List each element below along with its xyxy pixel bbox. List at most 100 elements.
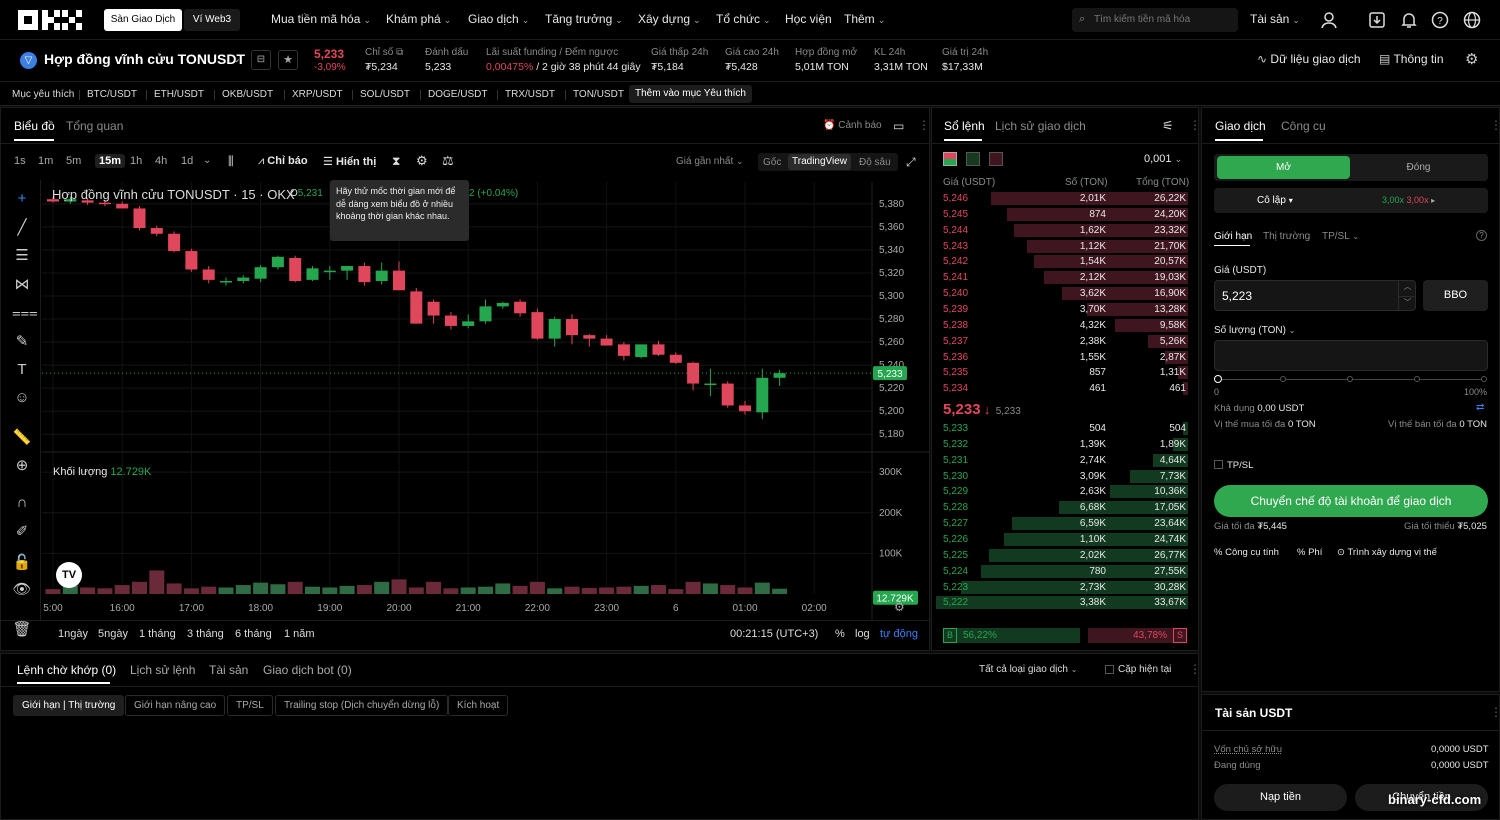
crosshair-icon[interactable]: + [17,190,27,207]
bid-row[interactable]: 5,230 3,09K 7,73K [936,469,1188,484]
eye-icon[interactable]: 👁 [12,581,32,598]
candlestick-chart[interactable]: 5,380 5,360 5,340 5,320 5,300 5,280 5,260 5,240… [42,182,930,620]
timeframe-1m[interactable]: 1m [38,155,54,167]
order-filter-chip[interactable]: Trailing stop (Dịch chuyển dừng lỗ) [275,695,449,716]
log-toggle[interactable]: log [855,628,870,640]
favorite-pair[interactable]: SOL/USDT [360,89,411,100]
ask-row[interactable]: 5,245 874 24,20K [936,207,1188,222]
tab-chart[interactable]: Biểu đồ [14,119,55,133]
range-5[interactable]: 1 năm [284,628,315,640]
view-original[interactable]: Gốc [763,157,782,168]
ask-row[interactable]: 5,246 2,01K 26,22K [936,191,1188,206]
compare-scale-icon[interactable]: ⚖ [442,153,454,168]
price-down-icon[interactable]: ﹀ [1398,296,1416,311]
favorite-pair[interactable]: TRX/USDT [505,89,555,100]
qty-input[interactable] [1214,340,1488,371]
ask-row[interactable]: 5,237 2,38K 5,26K [936,334,1188,349]
timeframe-4h[interactable]: 4h [155,155,168,167]
bid-row[interactable]: 5,233 504 504 [936,421,1188,436]
order-info-icon[interactable]: ? [1476,230,1487,241]
ask-row[interactable]: 5,238 4,32K 9,58K [936,318,1188,333]
bid-row[interactable]: 5,225 2,02K 26,77K [936,548,1188,563]
favorite-pair[interactable]: OKB/USDT [222,89,274,100]
order-type-market[interactable]: Thị trường [1263,231,1311,242]
candle-type-icon[interactable]: ⫼ [228,154,234,168]
orders-tab-1[interactable]: Lịch sử lệnh [130,663,196,677]
timeframe-1d[interactable]: 1d [181,155,194,167]
ask-row[interactable]: 5,244 1,62K 23,32K [936,223,1188,238]
add-favorite-button[interactable]: Thêm vào mục Yêu thích [629,85,752,103]
download-icon[interactable] [1368,11,1386,29]
open-tab[interactable]: Mở [1217,156,1350,179]
orders-tab-3[interactable]: Giao dịch bot (0) [263,663,352,677]
auto-toggle[interactable]: tự động [880,628,918,640]
lock-pen-icon[interactable]: ✐ [15,523,29,540]
alert-button[interactable]: ⏰ Cảnh báo [823,120,882,131]
current-pair-checkbox[interactable] [1105,665,1114,674]
tpsl-checkbox[interactable] [1214,460,1223,469]
orders-tab-0[interactable]: Lệnh chờ khớp (0) [17,663,117,677]
range-0[interactable]: 1ngày [58,628,88,640]
ask-row[interactable]: 5,242 1,54K 20,57K [936,254,1188,269]
chart-settings-icon[interactable]: ⚙ [416,153,428,168]
ask-row[interactable]: 5,234 461 461 [936,381,1188,396]
latest-price-select[interactable]: Giá gần nhất ⌄ [676,156,744,167]
pattern-icon[interactable]: ⋈ [14,276,30,293]
trade-menu-icon[interactable]: ⋮ [1490,118,1500,132]
order-type-tpsl[interactable]: TP/SL ⌄ [1322,231,1359,242]
trade-data-button[interactable]: ∿ Dữ liệu giao dịch [1257,52,1361,66]
layout-both-icon[interactable] [943,152,957,166]
magnet-icon[interactable]: ∩ [16,494,28,511]
ask-row[interactable]: 5,240 3,62K 16,90K [936,286,1188,301]
okx-logo[interactable] [18,10,82,30]
bid-row[interactable]: 5,226 1,10K 24,74K [936,532,1188,547]
filter-icon[interactable]: ⚟ [1162,118,1174,133]
margin-mode-select[interactable]: Cô lập ▾ [1257,195,1293,206]
trendline-icon[interactable]: ╱ [17,219,27,236]
favorite-pair[interactable]: BTC/USDT [87,89,137,100]
price-input[interactable]: 5,223 ︿ ﹀ [1214,280,1416,311]
nav-item-0[interactable]: Mua tiền mã hóa ⌄ [271,12,371,26]
instrument-chevron-icon[interactable]: ⌄ [232,53,242,65]
timeframe-15m[interactable]: 15m [95,154,126,168]
ask-row[interactable]: 5,241 2,12K 19,03K [936,270,1188,285]
view-depth[interactable]: Độ sâu [859,157,891,168]
compare-icon[interactable]: ⊟ [251,50,271,70]
bid-row[interactable]: 5,224 780 27,55K [936,564,1188,579]
nav-item-6[interactable]: Học viện [785,12,832,26]
all-types-select[interactable]: Tất cả loại giao dịch ⌄ [979,664,1078,675]
qty-label[interactable]: Số lượng (TON) ⌄ [1214,325,1296,336]
mode-exchange-button[interactable]: Sàn Giao Dịch [104,9,182,31]
ask-row[interactable]: 5,239 3,70K 13,28K [936,302,1188,317]
indicators-button[interactable]: ⩘ Chỉ báo [258,155,308,167]
tab-orderbook[interactable]: Sổ lệnh [944,119,985,133]
bid-row[interactable]: 5,222 3,38K 33,67K [936,595,1188,610]
tab-trade[interactable]: Giao dịch [1215,119,1266,133]
nav-item-1[interactable]: Khám phá ⌄ [386,12,451,26]
qty-slider[interactable] [1214,375,1488,385]
precision-select[interactable]: 0,001 ⌄ [1144,153,1183,165]
slider-knob[interactable] [1214,375,1222,383]
display-button[interactable]: ☰ Hiển thị [323,156,377,168]
instrument-title[interactable]: Hợp đồng vĩnh cửu TONUSDT [44,51,246,67]
range-1[interactable]: 5ngày [98,628,128,640]
transfer-icon[interactable]: ⇄ [1476,402,1485,413]
deposit-button[interactable]: Nạp tiền [1214,784,1347,811]
orders-menu-icon[interactable]: ⋮ [1189,662,1201,676]
layout-bids-icon[interactable] [966,152,980,166]
ruler-icon[interactable]: 📏 [12,429,32,446]
tradingview-logo[interactable]: TV [56,562,82,588]
settings-icon[interactable]: ⚙ [1465,51,1479,68]
time-axis-settings-icon[interactable]: ⚙ [894,600,905,614]
text-icon[interactable]: T [17,361,27,378]
assets-menu[interactable]: Tài sản ⌄ [1250,12,1300,26]
assets-menu-icon[interactable]: ⋮ [1490,705,1500,719]
order-type-limit[interactable]: Giới hạn [1214,231,1253,242]
tab-overview[interactable]: Tổng quan [66,119,124,133]
switch-account-button[interactable]: Chuyển chế độ tài khoản để giao dịch [1214,485,1488,517]
order-filter-chip[interactable]: Kích hoạt [448,695,509,716]
favorite-pair[interactable]: DOGE/USDT [428,89,488,100]
external-link-icon[interactable]: ⧉ [396,47,404,58]
favorite-pair[interactable]: ETH/USDT [154,89,204,100]
transfer-button[interactable]: Chuyển tiền [1355,784,1488,811]
